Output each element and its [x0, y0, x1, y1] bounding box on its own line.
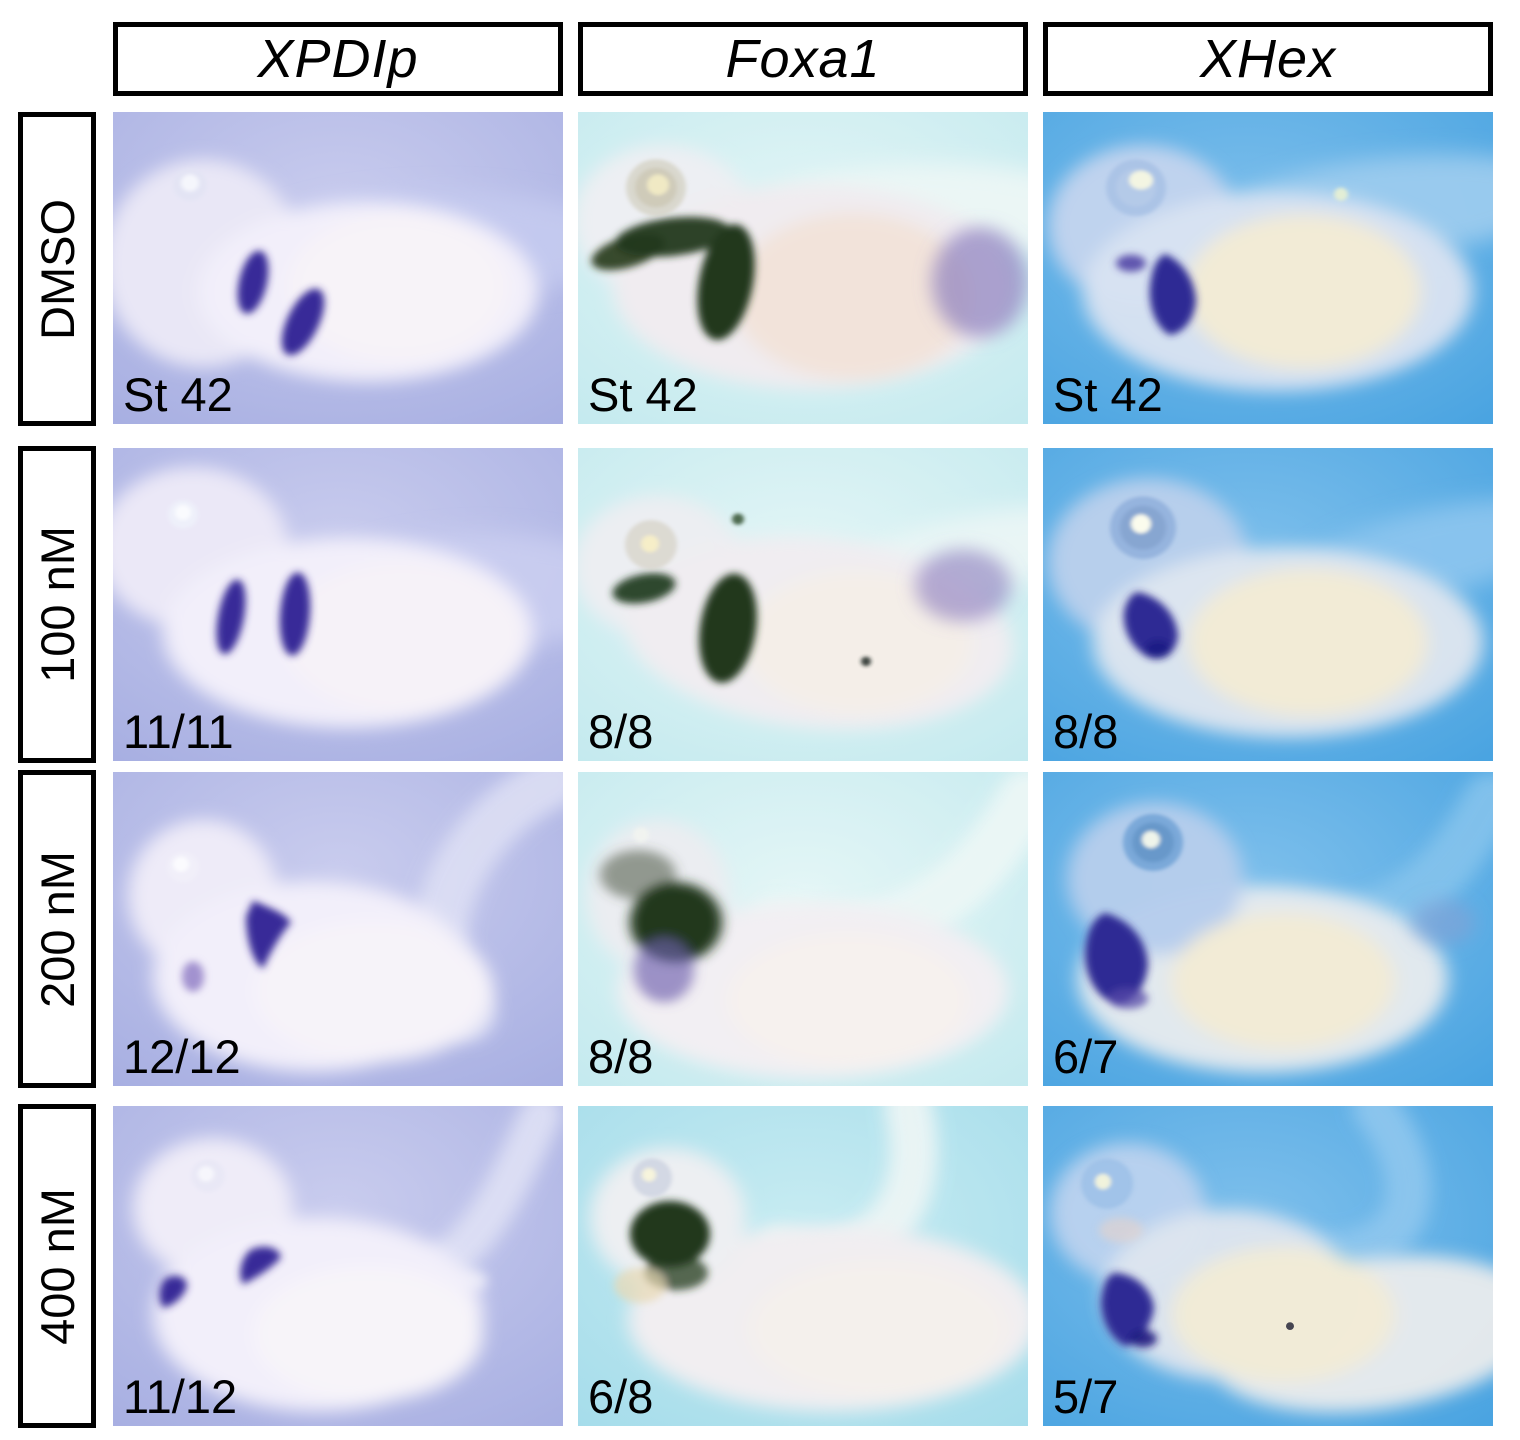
treatment-label-200nm: 200 nM — [30, 850, 84, 1008]
cell-annotation: 6/7 — [1053, 1030, 1119, 1083]
embryo-illustration-xhex-100nm — [1043, 448, 1493, 761]
micrograph-foxa1-400nm: 6/8 — [578, 1106, 1028, 1426]
cell-annotation: 5/7 — [1053, 1370, 1119, 1423]
embryo-illustration-xpdip-dmso — [113, 112, 563, 424]
cell-annotation: 11/12 — [123, 1370, 238, 1423]
cell-annotation: St 42 — [1053, 368, 1163, 421]
micrograph-foxa1-dmso: St 42 — [578, 112, 1028, 424]
row-label-400nm: 400 nM — [18, 1104, 96, 1428]
cell-annotation: St 42 — [123, 368, 233, 421]
cell-annotation: 11/11 — [123, 705, 234, 758]
micrograph-xpdip-dmso: St 42 — [113, 112, 563, 424]
row-label-200nm: 200 nM — [18, 770, 96, 1088]
micrograph-xpdip-400nm: 11/12 — [113, 1106, 563, 1426]
cell-annotation: 12/12 — [123, 1030, 241, 1083]
column-header-foxa1: Foxa1 — [578, 22, 1028, 96]
cell-annotation: 8/8 — [588, 1030, 654, 1083]
embryo-illustration-xhex-200nm — [1043, 772, 1493, 1086]
micrograph-foxa1-100nm: 8/8 — [578, 448, 1028, 761]
column-header-xpdip: XPDIp — [113, 22, 563, 96]
embryo-illustration-xhex-400nm — [1043, 1106, 1493, 1426]
cell-annotation: 6/8 — [588, 1370, 654, 1423]
treatment-label-100nm: 100 nM — [30, 526, 84, 683]
row-label-100nm: 100 nM — [18, 446, 96, 763]
micrograph-xpdip-200nm: 12/12 — [113, 772, 563, 1086]
embryo-illustration-foxa1-400nm — [578, 1106, 1028, 1426]
micrograph-xhex-400nm: 5/7 — [1043, 1106, 1493, 1426]
row-label-dmso: DMSO — [18, 112, 96, 426]
cell-annotation: 8/8 — [1053, 705, 1119, 758]
cell-annotation: 8/8 — [588, 705, 654, 758]
column-header-xhex: XHex — [1043, 22, 1493, 96]
cell-annotation: St 42 — [588, 368, 698, 421]
treatment-label-400nm: 400 nM — [30, 1187, 84, 1345]
treatment-label-dmso: DMSO — [30, 198, 84, 340]
gene-label-xpdip: XPDIp — [257, 29, 419, 89]
gene-label-xhex: XHex — [1199, 29, 1337, 89]
micrograph-xpdip-100nm: 11/11 — [113, 448, 563, 761]
embryo-illustration-foxa1-100nm — [578, 448, 1028, 761]
micrograph-xhex-100nm: 8/8 — [1043, 448, 1493, 761]
embryo-illustration-xpdip-100nm — [113, 448, 563, 761]
micrograph-foxa1-200nm: 8/8 — [578, 772, 1028, 1086]
embryo-illustration-xpdip-400nm — [113, 1106, 563, 1426]
gene-label-foxa1: Foxa1 — [725, 29, 881, 89]
embryo-illustration-foxa1-200nm — [578, 772, 1028, 1086]
embryo-illustration-foxa1-dmso — [578, 112, 1028, 424]
micrograph-xhex-dmso: St 42 — [1043, 112, 1493, 424]
micrograph-xhex-200nm: 6/7 — [1043, 772, 1493, 1086]
embryo-illustration-xhex-dmso — [1043, 112, 1493, 424]
embryo-illustration-xpdip-200nm — [113, 772, 563, 1086]
